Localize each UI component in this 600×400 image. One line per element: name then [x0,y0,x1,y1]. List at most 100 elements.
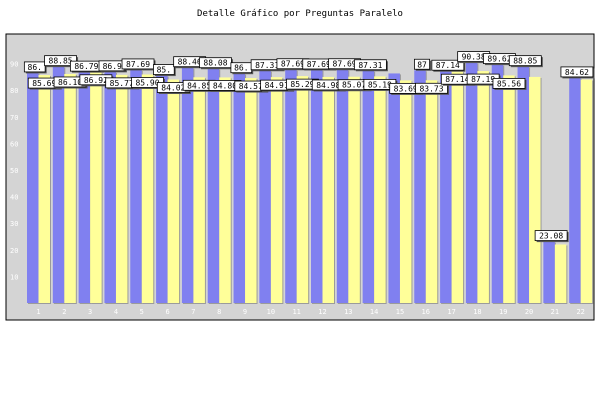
x-tick-label: 11 [292,308,300,316]
x-tick-label: 4 [114,308,118,316]
bar-series-1 [52,66,65,303]
data-label: 84.02 [161,84,185,93]
bar-series-2 [296,76,309,303]
x-tick-label: 17 [447,308,455,316]
data-label: 87 [417,60,427,69]
data-label: 87.69 [307,60,331,69]
bar-series-2 [374,76,386,304]
bar-series-1 [465,62,478,303]
bar-series-1 [181,67,194,303]
data-label: 83.69 [394,84,418,93]
data-label: 85.69 [32,79,56,88]
bar-series-2 [580,79,593,303]
data-label: 85.56 [497,79,521,88]
bar-series-2 [90,71,102,303]
bar-series-1 [362,70,375,303]
y-tick-label: 90 [10,61,18,69]
data-label-box [534,230,568,242]
data-label: 85.07 [342,81,366,90]
bar-series-1 [440,71,452,303]
bar-series-2 [219,77,231,303]
data-label-box [44,55,77,67]
bar-series-2 [193,77,205,303]
bar-series-2 [115,74,128,303]
bar-series-1 [156,75,168,303]
x-tick-label: 19 [499,308,507,316]
x-tick-label: 7 [191,308,195,316]
data-label: 84.98 [316,81,340,90]
bar-series-2 [399,80,412,303]
x-tick-label: 21 [551,308,559,316]
y-tick-label: 10 [10,273,18,281]
data-label-box [153,64,175,75]
x-tick-label: 14 [370,308,378,316]
x-tick-label: 2 [62,308,66,316]
data-label: 90.38 [462,53,486,62]
bar-series-1 [259,70,271,303]
data-label: 88.85 [513,57,537,66]
data-label: 87.14 [445,75,469,84]
data-label-box [414,58,431,70]
data-label-box [508,55,542,67]
y-tick-label: 70 [10,114,18,122]
bar-series-2 [64,73,76,303]
x-tick-label: 12 [318,308,326,316]
y-tick-label: 60 [10,140,18,148]
x-tick-label: 18 [473,308,481,316]
data-label: 87.69 [333,60,357,69]
data-label: 85.77 [110,79,134,88]
data-label: 23.08 [539,232,563,241]
bar-series-1 [388,73,400,303]
data-label-box [415,82,448,94]
bar-series-2 [477,71,489,303]
data-label-box [431,59,465,71]
data-label: 86.10 [58,78,82,87]
data-label-box [492,78,526,89]
data-label: 85.19 [368,80,392,89]
bar-series-1 [414,70,426,303]
y-tick-label: 80 [10,87,18,95]
x-tick-label: 3 [88,308,92,316]
data-label: 86.79 [74,62,98,71]
data-label: 86. [234,64,248,73]
bar-series-1 [491,64,504,303]
bar-series-2 [503,75,515,303]
data-label: 84.85 [187,81,211,90]
x-tick-label: 20 [525,308,533,316]
bar-series-2 [245,78,257,304]
bar-series-2 [167,79,180,303]
data-label: 86.9 [103,62,122,71]
data-label: 89.62 [487,55,511,64]
bar-series-1 [130,69,142,303]
x-tick-label: 1 [36,308,40,316]
y-tick-label: 20 [10,247,18,255]
bar-series-1 [78,72,91,303]
data-label: 87.69 [281,60,305,69]
x-tick-label: 13 [344,308,352,316]
x-tick-label: 16 [422,308,430,316]
x-tick-label: 9 [243,308,247,316]
x-tick-label: 10 [267,308,275,316]
data-label: 87.31 [358,61,382,70]
data-label: 84.80 [213,81,237,90]
bar-series-1 [233,73,246,303]
data-label: 87.31 [255,61,279,70]
data-label-box [23,61,46,73]
bar-series-1 [543,241,555,303]
bar-series-1 [517,66,530,303]
bar-series-1 [27,72,39,303]
x-tick-label: 5 [140,308,144,316]
bar-series-1 [285,69,297,303]
data-label: 87.19 [471,75,495,84]
y-tick-label: 50 [10,167,18,175]
data-label: 86.92 [84,76,108,85]
bar-series-2 [348,76,360,303]
bar-series-2 [322,76,334,303]
data-label: 88.85 [49,57,73,66]
data-label: 85.29 [290,80,314,89]
bar-series-2 [529,76,541,304]
x-tick-label: 15 [396,308,404,316]
data-label: 85. [157,66,171,75]
bar-series-1 [336,69,349,303]
